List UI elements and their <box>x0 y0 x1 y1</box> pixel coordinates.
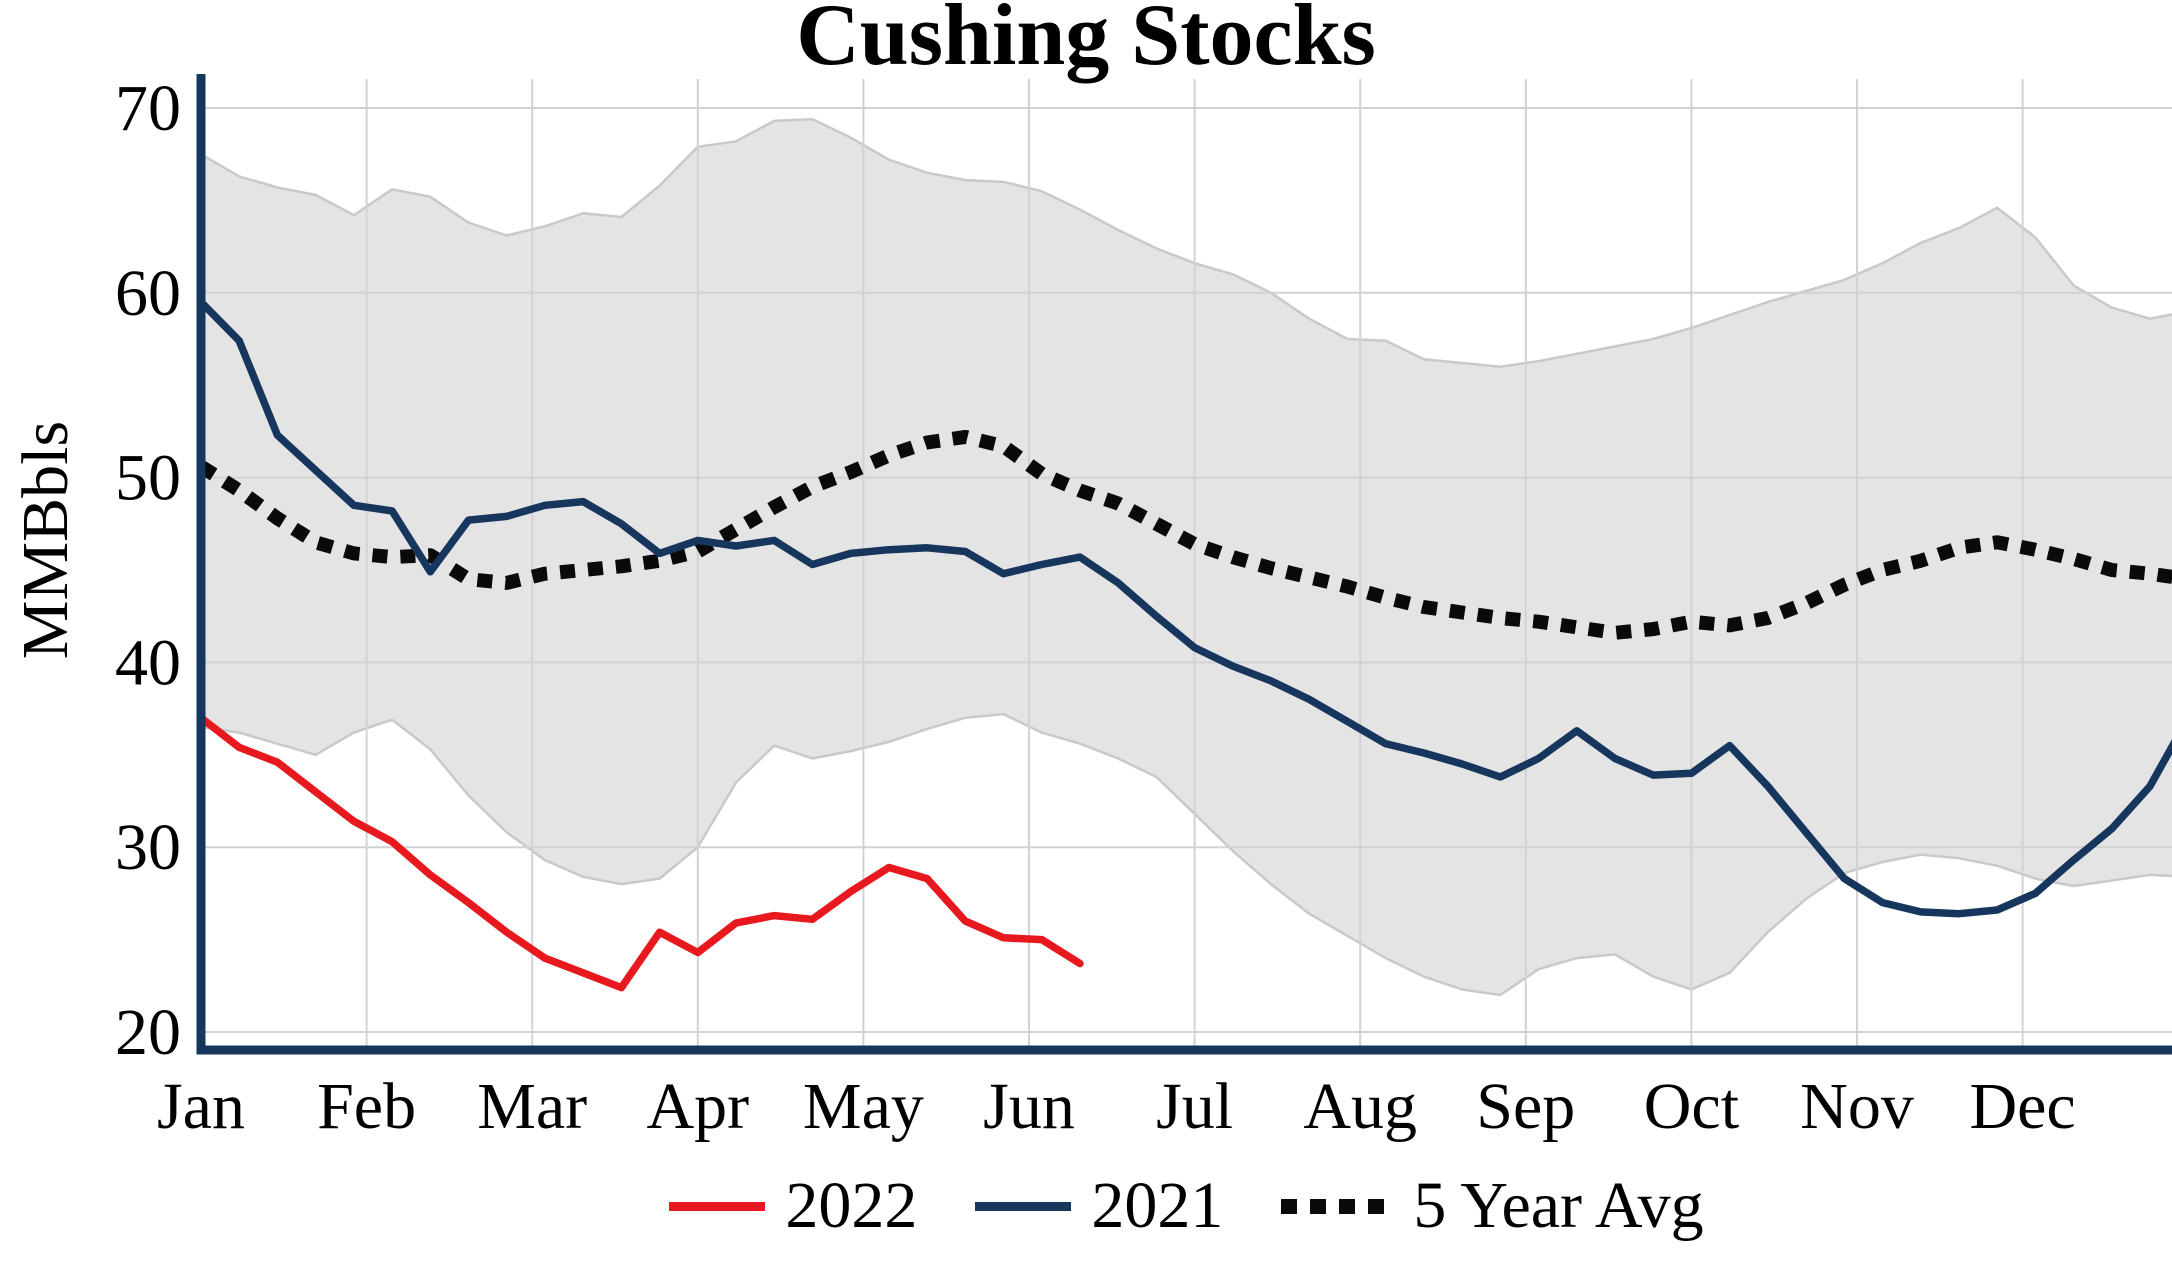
x-tick-label-oct: Oct <box>1644 1070 1739 1143</box>
x-tick-label-nov: Nov <box>1800 1070 1914 1143</box>
x-tick-label-jan: Jan <box>157 1070 245 1143</box>
series-2021-line <box>197 298 2172 918</box>
chart-legend: 2022 2021 5 Year Avg <box>201 1168 2172 1244</box>
legend-label-2022: 2022 <box>785 1169 918 1242</box>
legend-label-2021: 2021 <box>1091 1169 1224 1242</box>
x-tick-label-jun: Jun <box>983 1070 1075 1143</box>
y-tick-label-20: 20 <box>115 996 181 1069</box>
x-tick-label-aug: Aug <box>1303 1070 1417 1143</box>
legend-line-sample-2022 <box>669 1201 766 1211</box>
y-tick-label-70: 70 <box>115 72 181 145</box>
chart-title: Cushing Stocks <box>796 0 1376 84</box>
x-tick-label-may: May <box>803 1070 924 1143</box>
legend-line-sample-5-year-avg <box>1281 1198 1394 1214</box>
legend-item-5-year-avg: 5 Year Avg <box>1281 1168 1704 1244</box>
x-tick-label-feb: Feb <box>317 1070 416 1143</box>
y-tick-label-40: 40 <box>115 626 181 699</box>
band-5-year-range <box>199 117 2172 997</box>
y-tick-label-30: 30 <box>115 811 181 884</box>
legend-line-sample-2021 <box>975 1201 1072 1211</box>
series-2022-line <box>197 714 1084 992</box>
x-tick-label-jul: Jul <box>1156 1070 1233 1143</box>
x-tick-label-mar: Mar <box>477 1070 587 1143</box>
legend-label-5-year-avg: 5 Year Avg <box>1413 1169 1704 1242</box>
x-tick-label-apr: Apr <box>646 1070 749 1143</box>
y-tick-label-50: 50 <box>115 442 181 515</box>
x-tick-label-sep: Sep <box>1476 1070 1575 1143</box>
legend-item-2021: 2021 <box>975 1168 1223 1244</box>
legend-item-2022: 2022 <box>669 1168 917 1244</box>
y-tick-label-60: 60 <box>115 257 181 330</box>
x-tick-label-dec: Dec <box>1969 1070 2075 1143</box>
